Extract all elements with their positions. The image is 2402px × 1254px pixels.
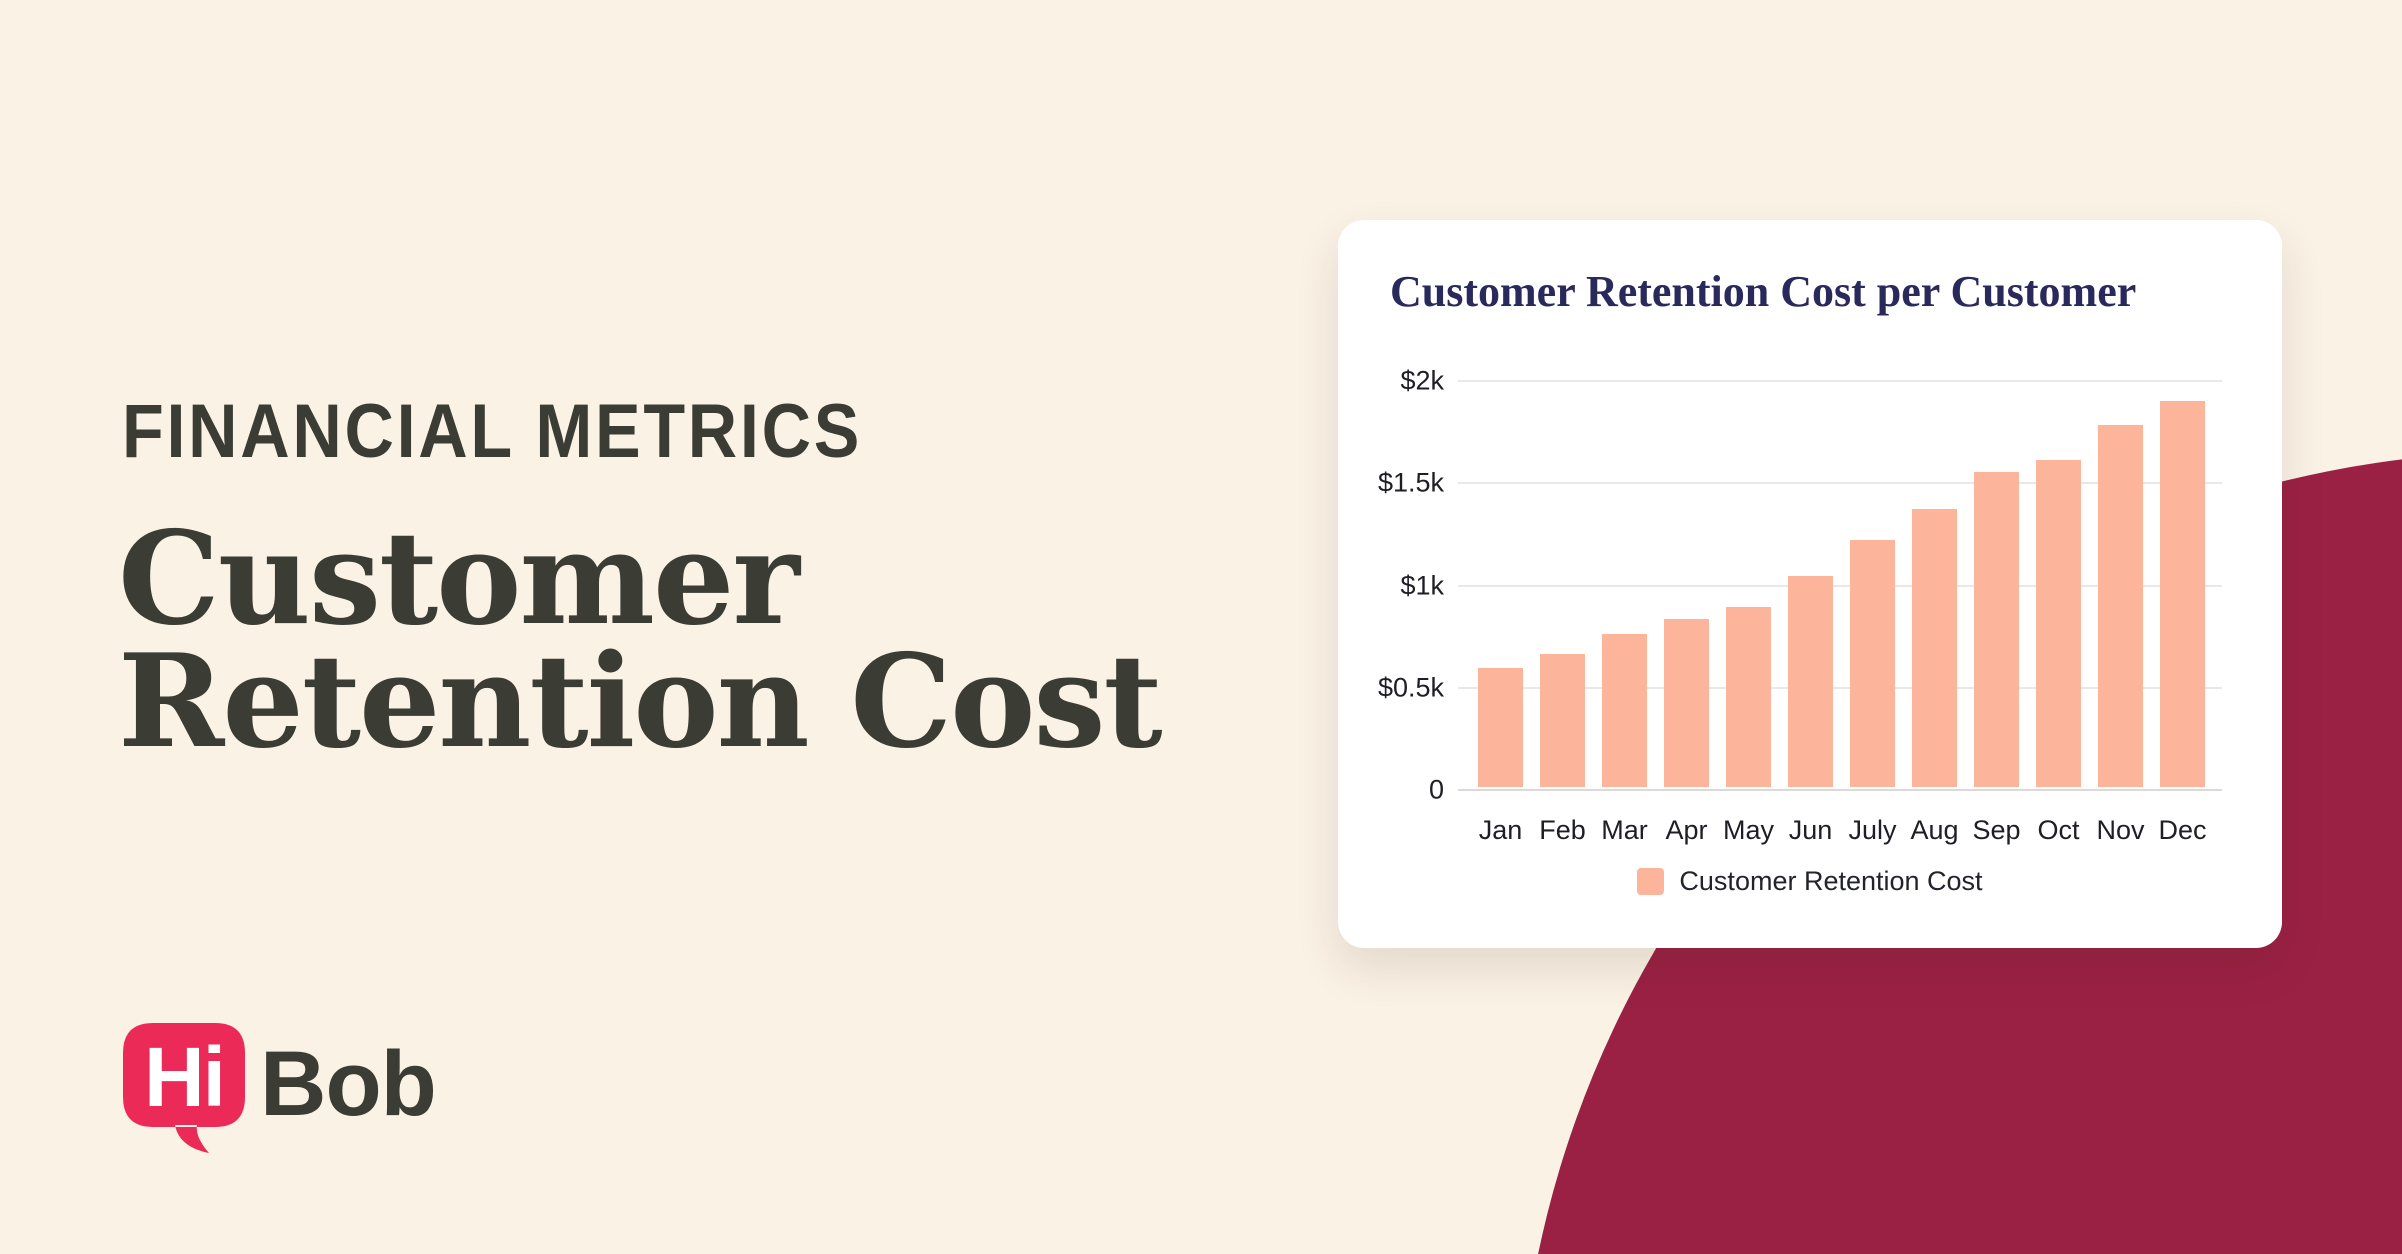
bar-Jan [1478, 668, 1523, 787]
chart-card: Customer Retention Cost per Customer $2k… [1338, 220, 2282, 948]
x-axis-tick-label: Mar [1601, 815, 1648, 845]
bar-Dec [2160, 400, 2205, 787]
logo-bob-text: Bob [260, 1033, 437, 1135]
x-axis-tick-label: Nov [2096, 815, 2145, 845]
y-axis-tick-label: $1.5k [1377, 467, 1444, 498]
bar-Aug [1912, 508, 1957, 787]
legend-swatch [1637, 868, 1665, 895]
bar-chart-plot-area: $2k $1.5k $1k $0.5k 0 Jan Feb Mar Apr May Jun July A… [1378, 366, 2222, 845]
bar-Jun [1788, 576, 1833, 787]
x-axis-tick-label: Sep [1972, 815, 2021, 845]
y-axis-tick-label: $2k [1400, 365, 1444, 396]
bar-Mar [1602, 633, 1647, 787]
x-axis-tick-label: July [1848, 815, 1897, 845]
gridline-0 [1458, 789, 2222, 791]
gridline-$0.5k [1458, 686, 2222, 689]
y-axis-tick-label: $1k [1400, 570, 1444, 600]
page-title: Customer Retention Cost [118, 504, 1163, 777]
page-title-line2: Retention Cost [118, 627, 1163, 777]
bar-Apr [1664, 619, 1709, 787]
chart-title: Customer Retention Cost per Customer [1390, 267, 2137, 316]
bar-Nov [2098, 425, 2143, 787]
y-axis-tick-label: $0.5k [1377, 672, 1444, 703]
hibob-logo: Hi Bob [123, 1023, 453, 1163]
speech-bubble-icon [123, 1023, 245, 1153]
x-axis-tick-label: Aug [1910, 815, 1959, 845]
bar-Sep [1974, 472, 2019, 787]
legend-label: Customer Retention Cost [1679, 866, 1983, 896]
y-axis-tick-label: 0 [1428, 774, 1444, 805]
logo-hi-text: Hi [144, 1029, 226, 1124]
x-axis-tick-label: Apr [1665, 815, 1708, 845]
x-axis-tick-label: Oct [2037, 815, 2080, 845]
gridline-$2k [1458, 380, 2222, 382]
bar-July [1850, 539, 1895, 787]
bar-May [1726, 607, 1771, 787]
bar-Oct [2036, 459, 2081, 787]
x-axis-tick-label: Jun [1788, 815, 1833, 845]
kicker-text: FINANCIAL METRICS [122, 389, 863, 474]
page-title-line1: Customer [118, 504, 800, 654]
bar-Feb [1540, 654, 1585, 787]
gridline-$1.5k [1458, 482, 2222, 485]
x-axis-tick-label: Jan [1478, 815, 1523, 845]
x-axis-tick-label: Dec [2158, 815, 2207, 845]
chart-legend: Customer Retention Cost [1338, 866, 2282, 897]
gridline-$1k [1458, 584, 2222, 587]
x-axis-tick-label: May [1722, 815, 1775, 845]
x-axis-tick-label: Feb [1539, 815, 1586, 845]
